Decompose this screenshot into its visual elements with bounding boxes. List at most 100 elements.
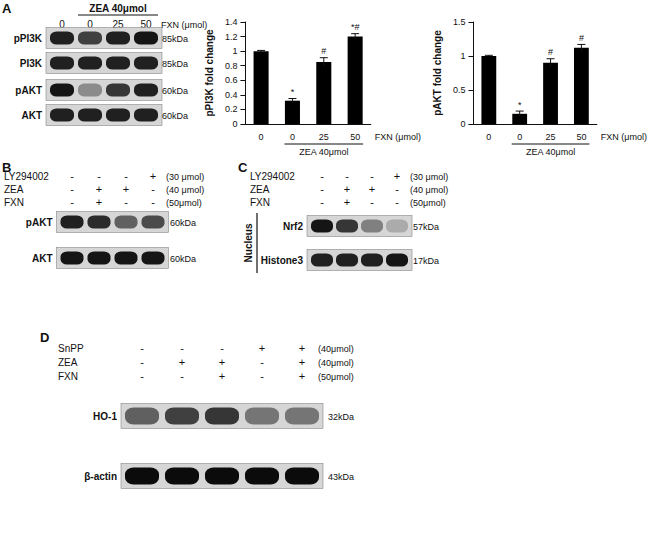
svg-text:60kDa: 60kDa [170,218,196,228]
svg-text:0: 0 [232,119,237,129]
svg-text:(40μmol): (40μmol) [318,358,354,368]
svg-text:1: 1 [460,51,465,61]
svg-text:-: - [140,342,144,354]
svg-text:25: 25 [319,132,329,142]
svg-text:-: - [395,196,399,208]
svg-text:(50μmol): (50μmol) [166,198,202,208]
svg-text:-: - [151,183,155,195]
svg-text:#: # [579,33,584,43]
svg-text:ZEA 40μmol: ZEA 40μmol [89,3,147,14]
svg-text:+: + [259,342,265,354]
svg-text:-: - [70,196,74,208]
svg-text:(30 μmol): (30 μmol) [410,172,448,182]
svg-text:0: 0 [290,132,295,142]
svg-text:*: * [291,87,295,97]
svg-text:*#: *# [351,22,360,32]
svg-text:LY294002: LY294002 [4,171,49,182]
svg-text:ZEA: ZEA [58,357,78,368]
svg-text:-: - [124,170,128,182]
svg-text:pPI3K: pPI3K [14,33,43,44]
svg-text:-: - [124,196,128,208]
svg-text:57kDa: 57kDa [413,222,439,232]
svg-text:85kDa: 85kDa [162,59,188,69]
svg-text:ZEA 40μmol: ZEA 40μmol [299,147,348,157]
svg-text:+: + [299,370,305,382]
svg-text:+: + [219,370,225,382]
svg-text:1.2: 1.2 [225,32,238,42]
svg-text:50: 50 [350,132,360,142]
svg-text:HO-1: HO-1 [93,411,117,422]
svg-text:-: - [320,170,324,182]
svg-text:43kDa: 43kDa [328,472,354,482]
svg-text:-: - [180,370,184,382]
svg-text:+: + [96,183,102,195]
svg-text:0: 0 [460,119,465,129]
svg-text:D: D [40,330,49,345]
svg-text:ZEA 40μmol: ZEA 40μmol [526,147,575,157]
svg-text:A: A [2,1,12,16]
svg-text:FXN (μmol): FXN (μmol) [375,132,421,142]
svg-text:0.6: 0.6 [225,75,238,85]
svg-text:-: - [140,370,144,382]
svg-text:(40 μmol): (40 μmol) [410,185,448,195]
svg-text:pAKT: pAKT [26,217,53,228]
svg-text:pPI3K fold change: pPI3K fold change [204,29,215,117]
svg-text:-: - [260,356,264,368]
svg-text:(50μmol): (50μmol) [410,198,446,208]
svg-text:#: # [548,47,553,57]
svg-text:1.5: 1.5 [453,17,466,27]
svg-text:-: - [260,370,264,382]
svg-text:pAKT: pAKT [15,85,42,96]
svg-text:+: + [344,183,350,195]
svg-text:+: + [96,196,102,208]
svg-text:PI3K: PI3K [20,58,43,69]
svg-text:-: - [70,170,74,182]
svg-text:AKT: AKT [21,110,42,121]
svg-text:FXN: FXN [250,197,270,208]
svg-text:50: 50 [576,132,586,142]
svg-text:-: - [395,183,399,195]
svg-text:-: - [70,183,74,195]
svg-text:ZEA: ZEA [4,184,24,195]
svg-text:FXN (μmol): FXN (μmol) [601,132,647,142]
svg-text:(50μmol): (50μmol) [318,372,354,382]
svg-text:(40 μmol): (40 μmol) [166,185,204,195]
svg-text:+: + [219,356,225,368]
svg-text:+: + [394,170,400,182]
svg-text:ZEA: ZEA [250,184,270,195]
svg-text:Nrf2: Nrf2 [283,221,303,232]
svg-text:+: + [150,170,156,182]
svg-text:60kDa: 60kDa [162,86,188,96]
svg-text:-: - [320,183,324,195]
svg-text:0: 0 [517,132,522,142]
svg-text:-: - [370,196,374,208]
svg-text:FXN: FXN [4,197,24,208]
svg-text:+: + [179,356,185,368]
svg-text:0.8: 0.8 [225,61,238,71]
svg-text:+: + [123,183,129,195]
svg-text:β-actin: β-actin [84,471,117,482]
svg-text:0.2: 0.2 [225,104,238,114]
svg-text:SnPP: SnPP [58,343,84,354]
svg-text:AKT: AKT [32,253,53,264]
svg-text:+: + [369,183,375,195]
svg-text:85kDa: 85kDa [162,34,188,44]
svg-text:-: - [220,342,224,354]
svg-text:-: - [320,196,324,208]
svg-text:C: C [238,160,248,175]
svg-text:Histone3: Histone3 [261,255,304,266]
svg-text:0: 0 [259,132,264,142]
svg-text:-: - [140,356,144,368]
svg-text:0.5: 0.5 [453,85,466,95]
svg-text:-: - [180,342,184,354]
svg-text:+: + [299,342,305,354]
svg-text:1: 1 [232,46,237,56]
svg-text:FXN (μmol): FXN (μmol) [161,20,207,30]
svg-text:(40μmol): (40μmol) [318,344,354,354]
svg-text:*: * [518,100,522,110]
svg-text:pAKT fold change: pAKT fold change [432,30,443,116]
svg-text:FXN: FXN [58,371,78,382]
svg-text:+: + [344,196,350,208]
svg-text:1.4: 1.4 [225,17,238,27]
svg-text:0: 0 [486,132,491,142]
